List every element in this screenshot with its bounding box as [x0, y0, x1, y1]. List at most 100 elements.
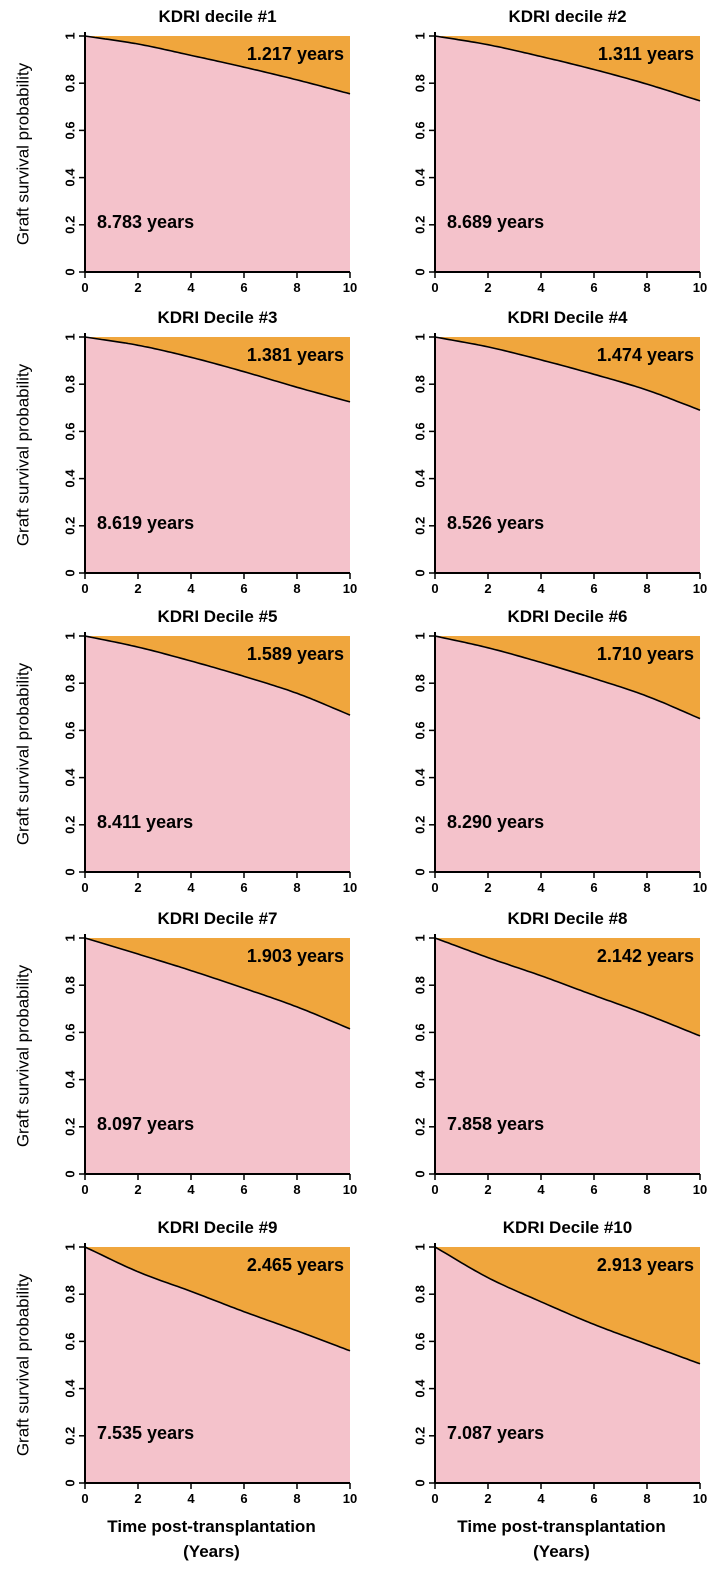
y-tick-label-7-4: 0.8: [62, 976, 77, 994]
x-tick-label-3-2: 4: [187, 581, 195, 596]
survival-curve-8: [434, 937, 701, 1037]
y-tick-label-3-4: 0.8: [62, 375, 77, 393]
y-axis-label-3: Graft survival probability: [13, 662, 32, 845]
annotation-above-9: 2.465 years: [247, 1255, 344, 1275]
x-tick-label-6-4: 8: [643, 880, 650, 895]
y-tick-label-7-2: 0.4: [62, 1070, 77, 1089]
y-tick-label-2-3: 0.6: [412, 121, 427, 139]
panel-title-7: KDRI Decile #7: [158, 909, 278, 928]
x-tick-label-6-5: 10: [693, 880, 707, 895]
y-tick-label-8-1: 0.2: [412, 1118, 427, 1136]
y-tick-label-4-5: 1: [412, 333, 427, 340]
x-tick-label-9-1: 2: [134, 1491, 141, 1506]
x-tick-label-6-1: 2: [484, 880, 491, 895]
annotation-above-7: 1.903 years: [247, 946, 344, 966]
x-tick-label-8-4: 8: [643, 1182, 650, 1197]
y-tick-label-10-3: 0.6: [412, 1332, 427, 1350]
x-tick-label-2-0: 0: [431, 280, 438, 295]
y-tick-label-9-3: 0.6: [62, 1332, 77, 1350]
x-tick-label-2-4: 8: [643, 280, 650, 295]
y-tick-label-4-0: 0: [412, 569, 427, 576]
y-tick-label-1-3: 0.6: [62, 121, 77, 139]
y-axis-label-2: Graft survival probability: [13, 363, 32, 546]
x-tick-label-9-5: 10: [343, 1491, 357, 1506]
x-tick-label-1-4: 8: [293, 280, 300, 295]
y-tick-label-1-4: 0.8: [62, 74, 77, 92]
x-tick-label-7-1: 2: [134, 1182, 141, 1197]
panel-title-10: KDRI Decile #10: [503, 1218, 632, 1237]
y-tick-label-10-5: 1: [412, 1243, 427, 1250]
below-curve-area-4: [435, 337, 700, 573]
y-tick-label-9-5: 1: [62, 1243, 77, 1250]
x-tick-label-8-5: 10: [693, 1182, 707, 1197]
annotation-below-9: 7.535 years: [97, 1423, 194, 1443]
x-tick-label-5-0: 0: [81, 880, 88, 895]
y-tick-label-4-2: 0.4: [412, 469, 427, 488]
x-tick-label-9-0: 0: [81, 1491, 88, 1506]
y-axis-label-5: Graft survival probability: [13, 1273, 32, 1456]
y-tick-label-4-3: 0.6: [412, 422, 427, 440]
annotation-above-2: 1.311 years: [598, 44, 694, 64]
x-tick-label-10-2: 4: [537, 1491, 545, 1506]
panel-title-4: KDRI Decile #4: [508, 308, 629, 327]
y-tick-label-2-5: 1: [412, 32, 427, 39]
x-tick-label-5-3: 6: [240, 880, 247, 895]
x-tick-label-10-3: 6: [590, 1491, 597, 1506]
y-tick-label-9-0: 0: [62, 1479, 77, 1486]
x-tick-label-10-4: 8: [643, 1491, 650, 1506]
y-tick-label-2-2: 0.4: [412, 168, 427, 187]
x-tick-label-2-2: 4: [537, 280, 545, 295]
x-tick-label-7-3: 6: [240, 1182, 247, 1197]
y-tick-label-2-4: 0.8: [412, 74, 427, 92]
x-tick-label-8-1: 2: [484, 1182, 491, 1197]
x-tick-label-8-2: 4: [537, 1182, 545, 1197]
y-tick-label-10-2: 0.4: [412, 1379, 427, 1398]
x-tick-label-1-0: 0: [81, 280, 88, 295]
panel-title-2: KDRI decile #2: [508, 7, 626, 26]
x-tick-label-1-3: 6: [240, 280, 247, 295]
below-curve-area-10: [435, 1247, 700, 1483]
y-tick-label-2-0: 0: [412, 268, 427, 275]
annotation-above-5: 1.589 years: [247, 644, 344, 664]
y-tick-label-5-1: 0.2: [62, 816, 77, 834]
y-tick-label-8-3: 0.6: [412, 1023, 427, 1041]
x-tick-label-3-1: 2: [134, 581, 141, 596]
y-tick-label-8-0: 0: [412, 1170, 427, 1177]
panel-title-3: KDRI Decile #3: [158, 308, 278, 327]
y-axis-label-1: Graft survival probability: [13, 62, 32, 245]
survival-curve-10: [434, 1246, 701, 1365]
y-tick-label-1-1: 0.2: [62, 216, 77, 234]
annotation-above-6: 1.710 years: [597, 644, 694, 664]
annotation-above-3: 1.381 years: [247, 345, 344, 365]
x-tick-label-5-5: 10: [343, 880, 357, 895]
x-axis-label-line2-1: (Years): [183, 1542, 240, 1561]
survival-curve-1: [84, 35, 351, 95]
y-tick-label-5-4: 0.8: [62, 674, 77, 692]
annotation-above-1: 1.217 years: [247, 44, 344, 64]
y-tick-label-4-1: 0.2: [412, 517, 427, 535]
x-tick-label-4-0: 0: [431, 581, 438, 596]
x-tick-label-4-5: 10: [693, 581, 707, 596]
below-curve-area-8: [435, 938, 700, 1174]
panel-title-6: KDRI Decile #6: [508, 607, 628, 626]
annotation-below-1: 8.783 years: [97, 212, 194, 232]
below-curve-area-1: [85, 36, 350, 272]
x-tick-label-4-3: 6: [590, 581, 597, 596]
y-tick-label-1-5: 1: [62, 32, 77, 39]
survival-curve-9: [84, 1246, 351, 1352]
x-tick-label-5-4: 8: [293, 880, 300, 895]
y-tick-label-7-0: 0: [62, 1170, 77, 1177]
x-axis-label-line1-2: Time post-transplantation: [457, 1517, 665, 1536]
panel-title-9: KDRI Decile #9: [158, 1218, 278, 1237]
survival-curve-7: [84, 937, 351, 1030]
y-tick-label-5-2: 0.4: [62, 768, 77, 787]
y-tick-label-10-0: 0: [412, 1479, 427, 1486]
x-tick-label-1-2: 4: [187, 280, 195, 295]
y-tick-label-6-2: 0.4: [412, 768, 427, 787]
y-tick-label-8-2: 0.4: [412, 1070, 427, 1089]
x-tick-label-7-2: 4: [187, 1182, 195, 1197]
below-curve-area-2: [435, 36, 700, 272]
y-tick-label-9-1: 0.2: [62, 1427, 77, 1445]
x-tick-label-1-5: 10: [343, 280, 357, 295]
